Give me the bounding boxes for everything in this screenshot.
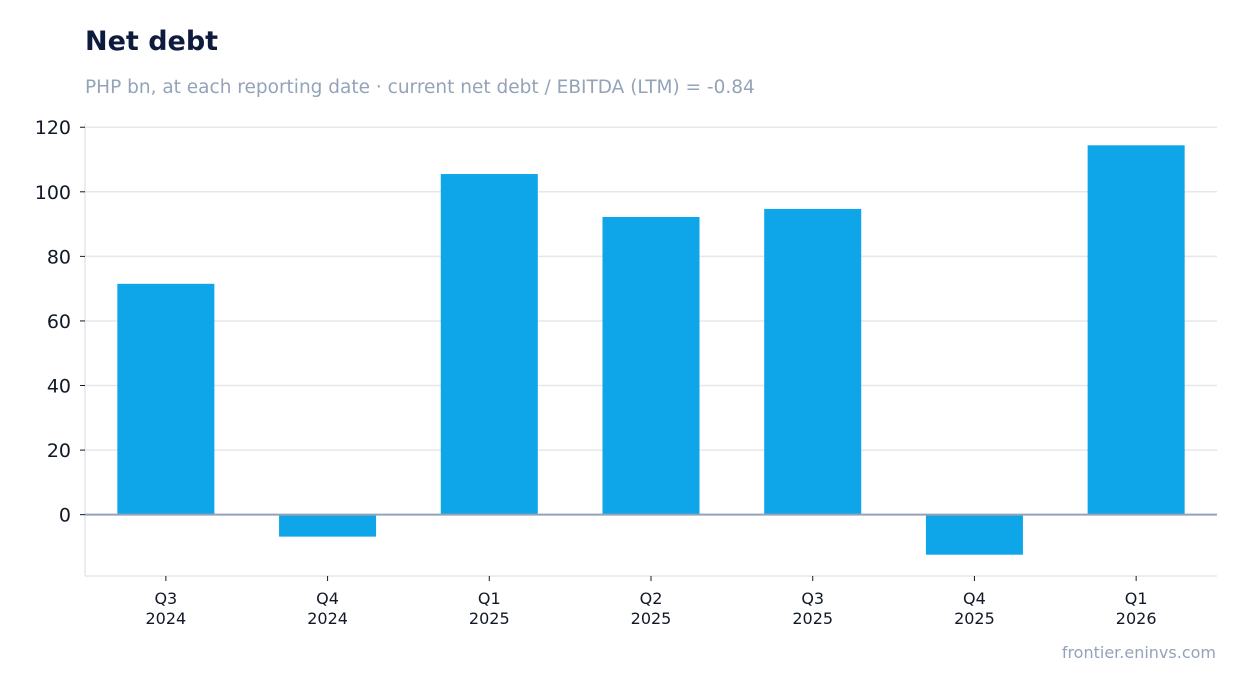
x-tick-quarter: Q1 — [1125, 589, 1148, 608]
y-tick-label: 80 — [47, 246, 71, 268]
y-tick-label: 60 — [47, 311, 71, 333]
y-axis-ticks: 0 20 40 60 80 100 120 — [35, 117, 85, 527]
x-tick-label: Q4 2024 — [307, 589, 348, 628]
bar-q3-2025 — [764, 208, 862, 515]
x-tick-year: 2026 — [1116, 609, 1157, 628]
y-tick-label: 120 — [35, 117, 71, 139]
x-tick-quarter: Q4 — [963, 589, 986, 608]
chart-subtitle: PHP bn, at each reporting date · current… — [85, 77, 755, 98]
x-tick-year: 2025 — [469, 609, 510, 628]
x-tick-label: Q2 2025 — [631, 589, 672, 628]
x-tick-year: 2025 — [631, 609, 672, 628]
x-tick-label: Q1 2025 — [469, 589, 510, 628]
x-tick-label: Q4 2025 — [954, 589, 995, 628]
x-tick-year: 2024 — [145, 609, 186, 628]
x-tick-label: Q1 2026 — [1116, 589, 1157, 628]
x-tick-quarter: Q3 — [801, 589, 824, 608]
source-credit: frontier.eninvs.com — [1061, 643, 1216, 662]
x-tick-quarter: Q1 — [478, 589, 501, 608]
bar-q4-2024 — [279, 514, 377, 537]
x-tick-quarter: Q2 — [640, 589, 663, 608]
x-tick-year: 2025 — [954, 609, 995, 628]
bars — [117, 145, 1185, 555]
x-tick-year: 2024 — [307, 609, 348, 628]
x-tick-quarter: Q4 — [316, 589, 339, 608]
chart-title: Net debt — [85, 26, 219, 57]
bar-q4-2025 — [925, 514, 1023, 555]
x-tick-label: Q3 2025 — [792, 589, 833, 628]
y-tick-label: 0 — [59, 505, 71, 527]
bar-q1-2025 — [440, 174, 538, 515]
y-tick-label: 40 — [47, 376, 71, 398]
x-tick-quarter: Q3 — [154, 589, 177, 608]
x-tick-label: Q3 2024 — [145, 589, 186, 628]
y-tick-label: 100 — [35, 182, 71, 204]
bar-q3-2024 — [117, 283, 215, 515]
bar-q2-2025 — [602, 216, 700, 515]
bar-q1-2026 — [1087, 145, 1185, 515]
y-tick-label: 20 — [47, 440, 71, 462]
x-tick-year: 2025 — [792, 609, 833, 628]
